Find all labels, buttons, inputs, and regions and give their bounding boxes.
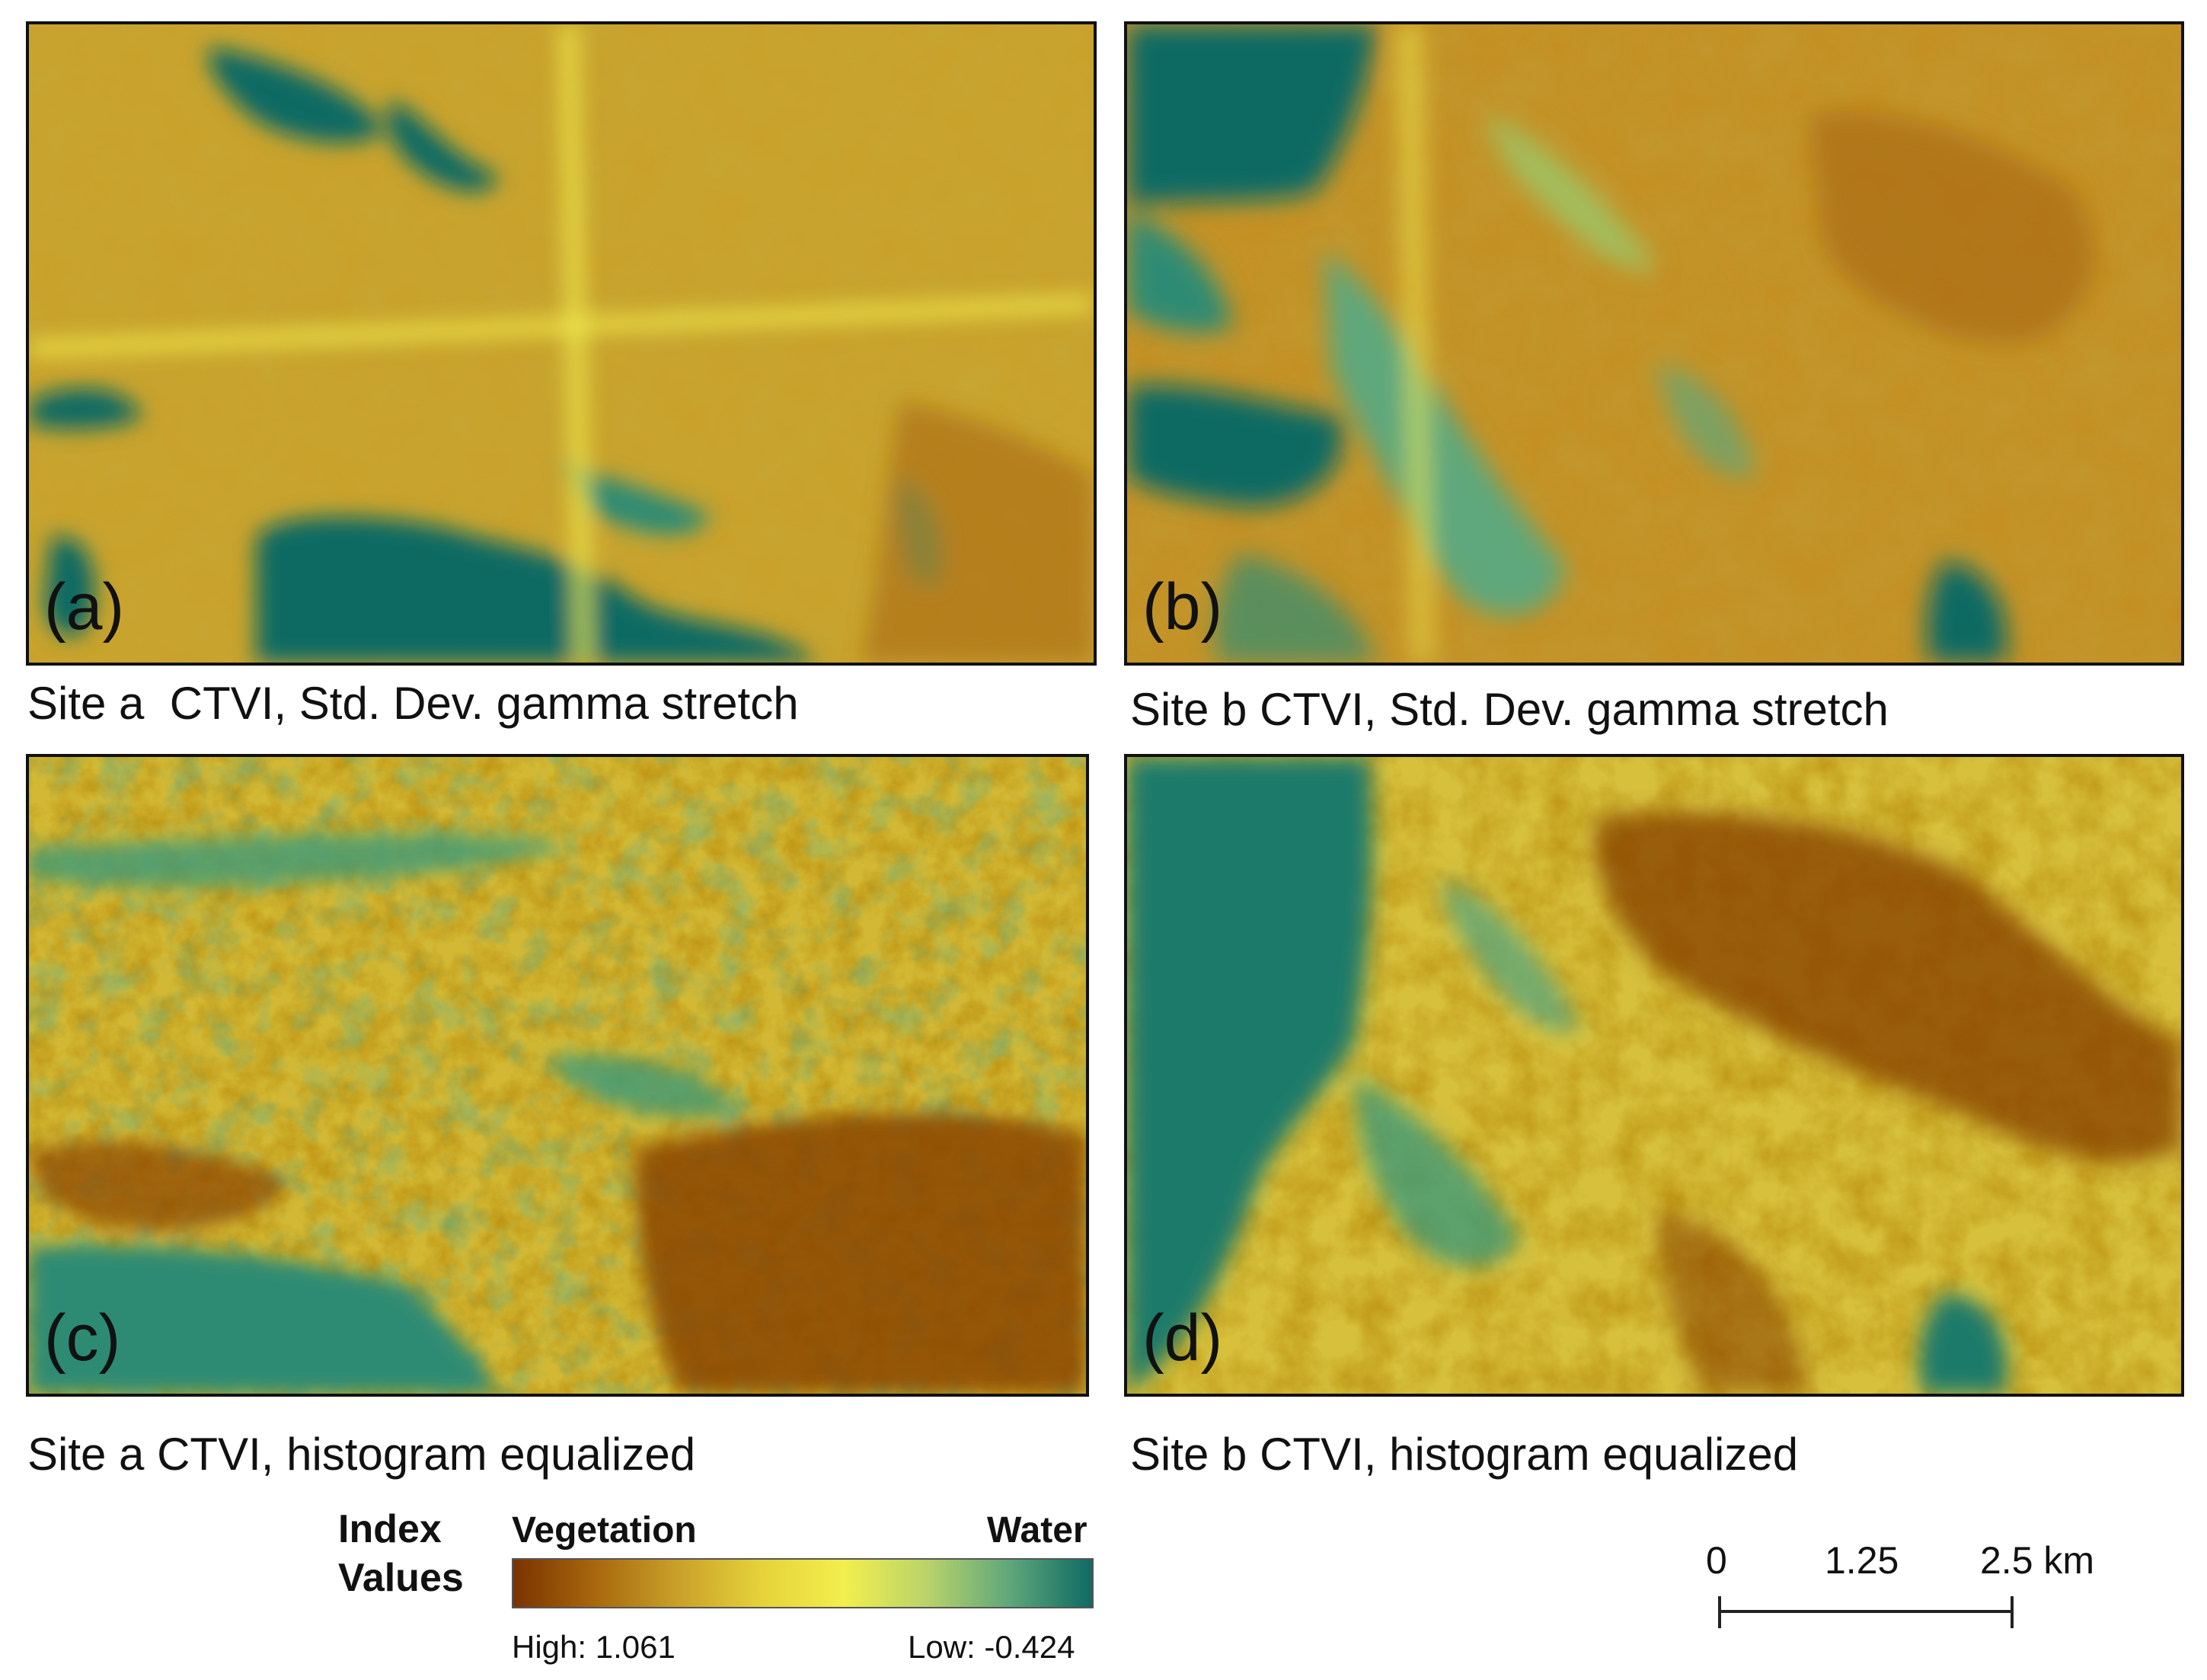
legend-color-ramp [512,1558,1094,1608]
caption-a: Site a CTVI, Std. Dev. gamma stretch [27,678,799,729]
caption-b: Site b CTVI, Std. Dev. gamma stretch [1130,684,1889,735]
map-panel-b: (b) [1124,21,2184,666]
panel-label-d: (d) [1142,1302,1223,1375]
scale-label-1-25: 1.25 [1825,1539,1899,1582]
scale-bar-tick-left [1718,1596,1721,1628]
ctvi-raster-b [1127,24,2181,663]
legend-right-label: Water [987,1510,1088,1551]
legend-left-label: Vegetation [512,1510,697,1551]
caption-d: Site b CTVI, histogram equalized [1130,1429,1799,1480]
scale-label-2-5-km: 2.5 km [1980,1539,2095,1582]
panel-label-c: (c) [44,1302,121,1375]
legend-title-line2: Values [338,1556,464,1600]
legend-title-line1: Index [338,1507,442,1551]
panel-label-a: (a) [44,570,125,644]
map-panel-c: (c) [26,754,1089,1397]
ctvi-raster-a [29,24,1094,663]
caption-c: Site a CTVI, histogram equalized [27,1429,696,1480]
legend-high-value: High: 1.061 [512,1629,676,1665]
scale-label-0: 0 [1706,1539,1727,1582]
scale-bar-tick-right [2011,1596,2014,1628]
scale-bar-line [1718,1610,2014,1613]
map-panel-d: (d) [1124,754,2184,1397]
legend-low-value: Low: -0.424 [908,1629,1075,1665]
map-panel-a: (a) [26,21,1097,666]
panel-label-b: (b) [1142,570,1223,644]
ctvi-raster-d [1127,757,2181,1394]
ctvi-raster-c [29,757,1086,1394]
